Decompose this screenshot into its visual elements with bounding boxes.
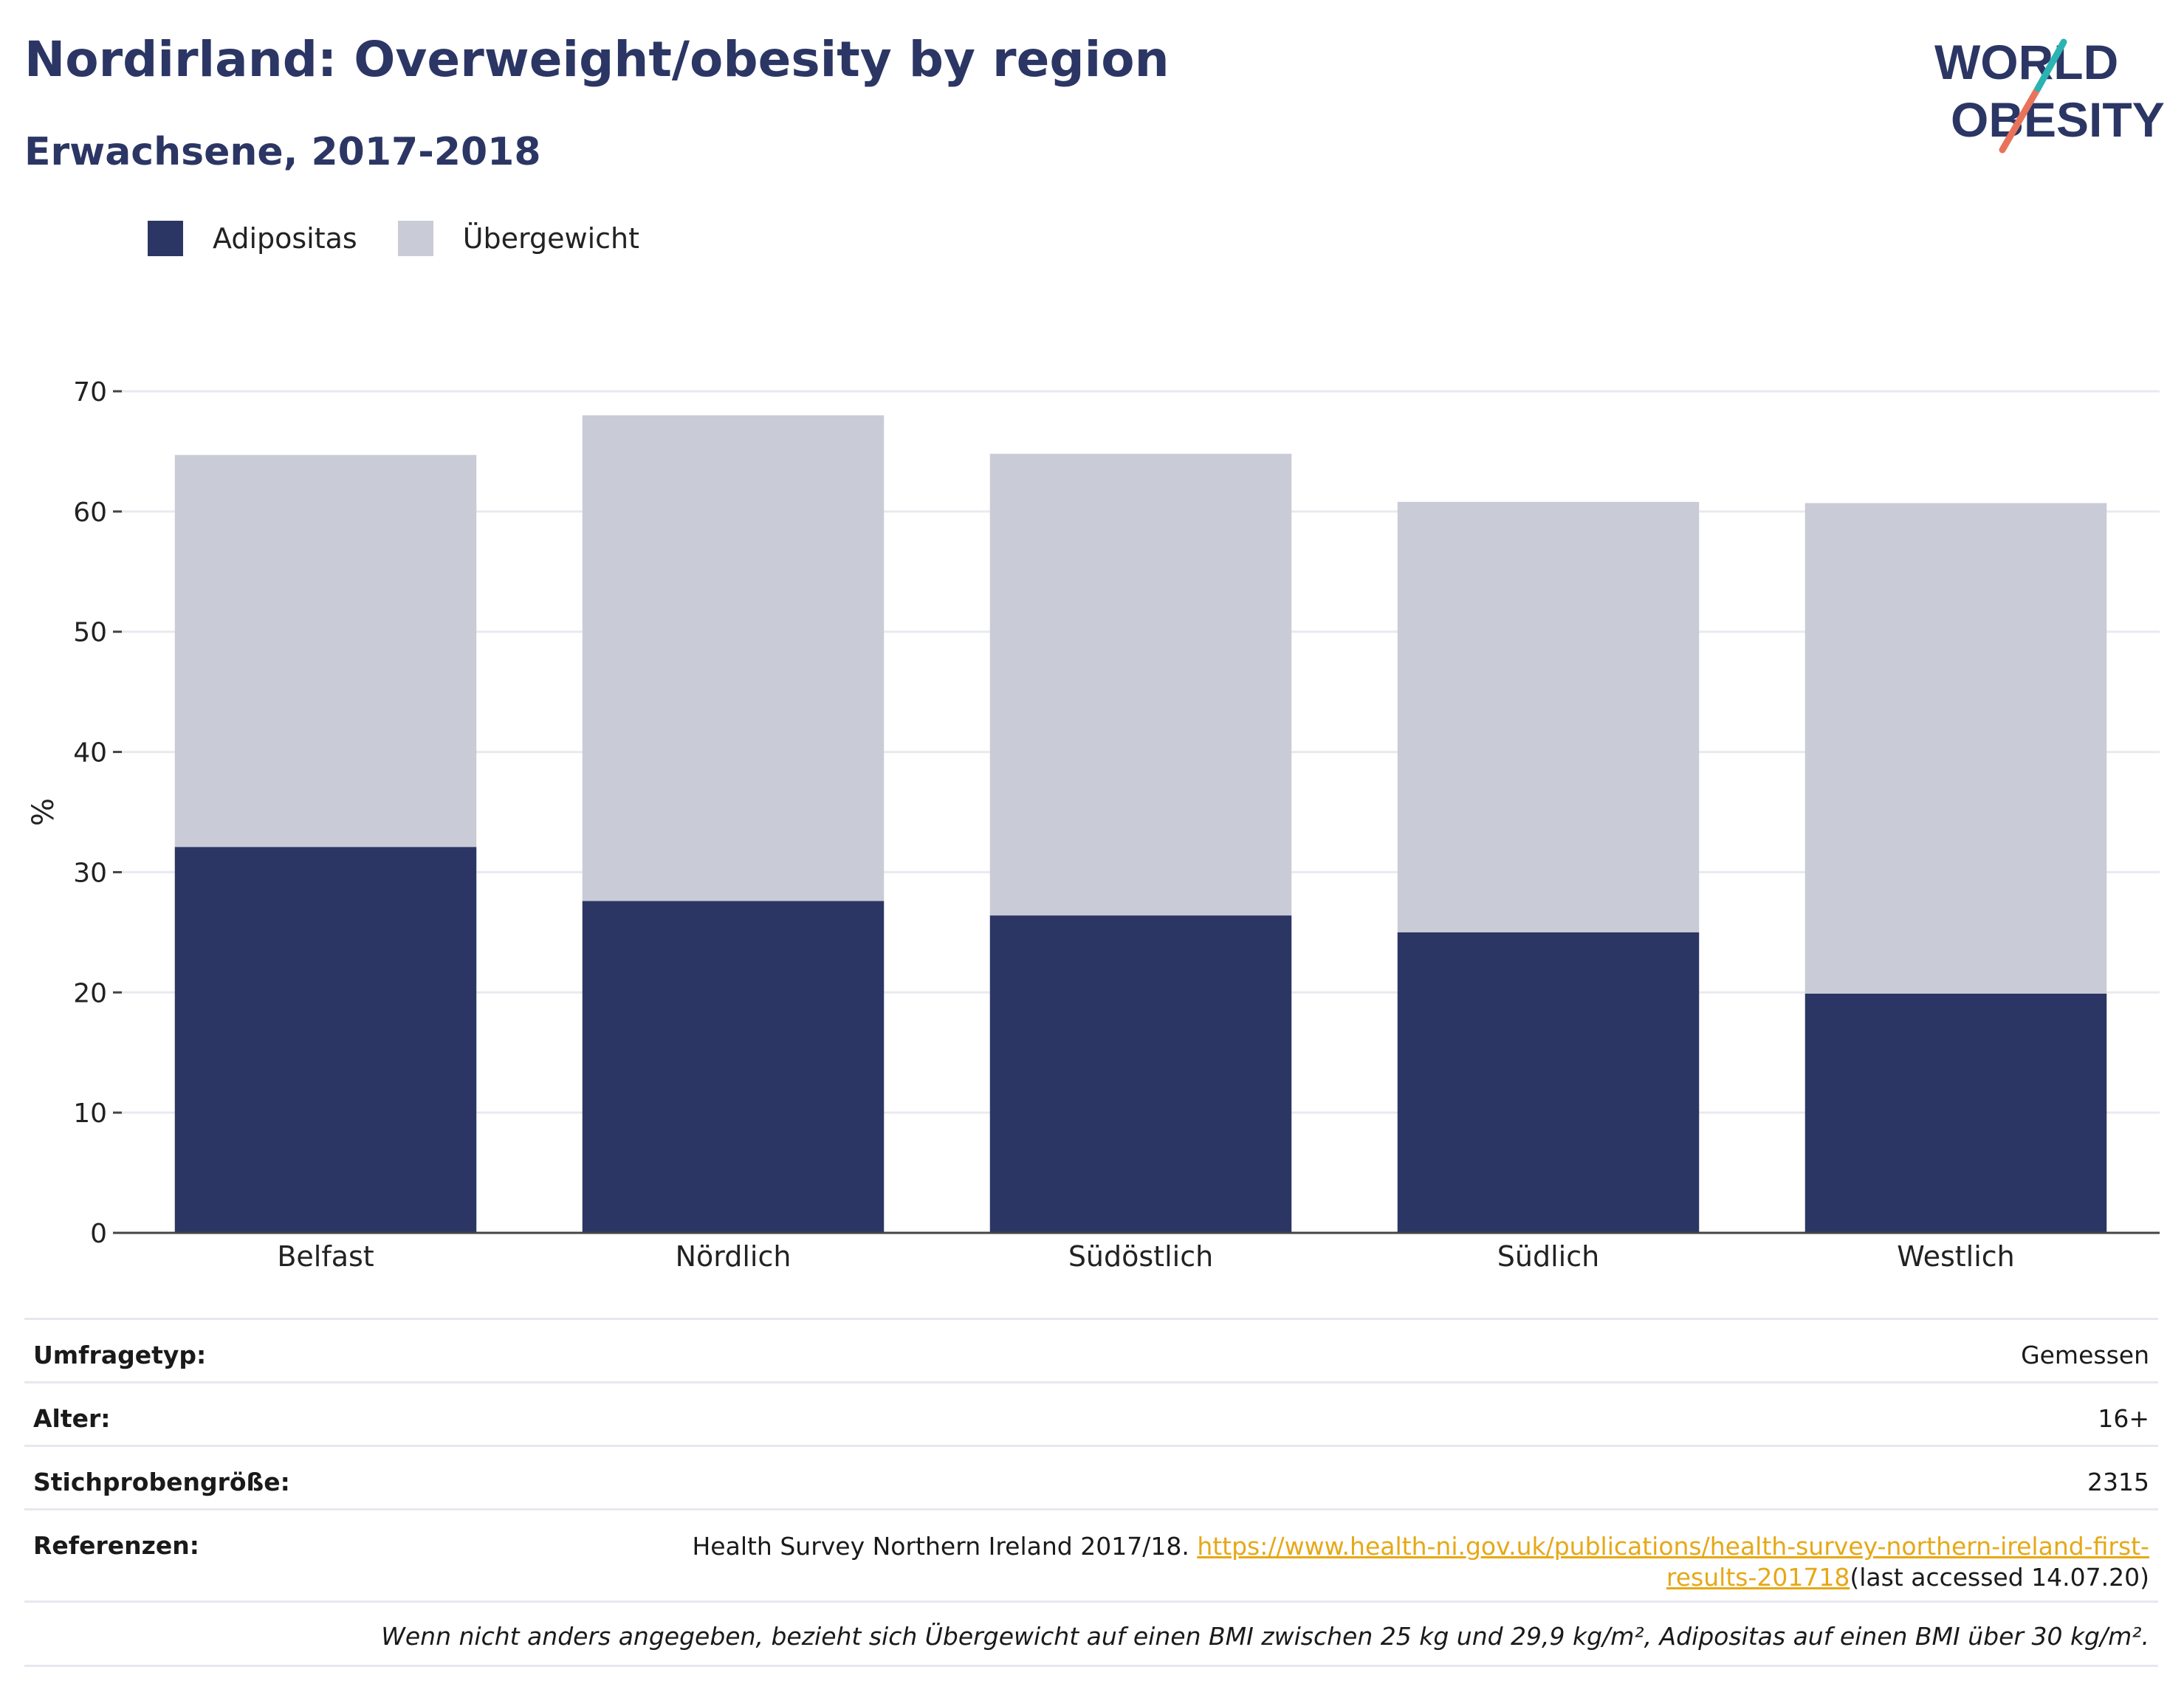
y-tick-label: 30 xyxy=(73,858,107,888)
bar-obesity xyxy=(1804,993,2107,1233)
legend-item-overweight: Übergewicht xyxy=(397,221,639,256)
x-tick-label: Südlich xyxy=(1497,1240,1599,1270)
y-tick-label: 40 xyxy=(73,738,107,769)
bar-obesity xyxy=(174,847,477,1233)
bar-obesity xyxy=(989,915,1292,1233)
age-label: Alter: xyxy=(33,1404,111,1433)
stacked-bar-chart: 0 10 20 30 40 50 60 70 Belfast Nördlich Südöstlich… xyxy=(27,377,2160,1270)
bar-obesity xyxy=(1397,932,1700,1233)
bar-overweight xyxy=(1804,503,2107,994)
survey-type-label: Umfragetyp: xyxy=(33,1341,207,1369)
y-tick-label: 70 xyxy=(73,377,107,408)
references-text: Health Survey Northern Ireland 2017/18. xyxy=(692,1532,1189,1561)
y-tick-label: 20 xyxy=(73,978,107,1008)
bar-obesity xyxy=(582,901,885,1233)
legend-item-obesity: Adipositas xyxy=(148,221,357,256)
info-row-age: Alter: 16+ xyxy=(24,1381,2158,1445)
references-label: Referenzen: xyxy=(33,1531,199,1560)
survey-type-value: Gemessen xyxy=(2021,1341,2149,1369)
references-suffix: (last accessed 14.07.20) xyxy=(1850,1563,2149,1592)
chart-legend: Adipositas Übergewicht xyxy=(148,218,680,259)
bar-overweight xyxy=(582,415,885,901)
y-axis-label: % xyxy=(27,798,61,826)
bar-overweight xyxy=(174,455,477,848)
bmi-definition-note: Wenn nicht anders angegeben, bezieht sic… xyxy=(24,1601,2158,1667)
world-obesity-logo: WORLD OBESITY xyxy=(1934,35,2165,154)
survey-info-table: Umfragetyp: Gemessen Alter: 16+ Stichpro… xyxy=(24,1318,2158,1667)
info-row-sample-size: Stichprobengröße: 2315 xyxy=(24,1445,2158,1508)
y-tick-label: 0 xyxy=(90,1219,107,1249)
legend-label-overweight: Übergewicht xyxy=(462,222,639,255)
slash-mark-icon xyxy=(1999,38,2067,154)
chart-subtitle: Erwachsene, 2017-2018 xyxy=(24,130,541,174)
y-tick-label: 10 xyxy=(73,1099,107,1129)
logo-line1: WORLD xyxy=(1934,35,2118,89)
logo-line2: OBESITY xyxy=(1951,92,2165,147)
chart-title: Nordirland: Overweight/obesity by region xyxy=(24,31,1170,88)
x-tick-label: Westlich xyxy=(1897,1240,2015,1270)
x-tick-label: Belfast xyxy=(277,1240,374,1270)
info-row-references: Referenzen: Health Survey Northern Irela… xyxy=(24,1508,2158,1601)
y-tick-label: 60 xyxy=(73,498,107,528)
x-tick-label: Südöstlich xyxy=(1068,1240,1213,1270)
legend-swatch-obesity xyxy=(148,221,183,256)
info-row-survey-type: Umfragetyp: Gemessen xyxy=(24,1318,2158,1381)
legend-label-obesity: Adipositas xyxy=(213,222,357,255)
bar-overweight xyxy=(1397,501,1700,932)
y-tick-label: 50 xyxy=(73,618,107,648)
x-tick-label: Nördlich xyxy=(676,1240,791,1270)
age-value: 16+ xyxy=(2098,1404,2149,1433)
sample-size-value: 2315 xyxy=(2087,1468,2149,1496)
legend-swatch-overweight xyxy=(397,221,433,256)
references-value: Health Survey Northern Ireland 2017/18. … xyxy=(673,1531,2149,1593)
bar-overweight xyxy=(989,453,1292,916)
references-link[interactable]: https://www.health-ni.gov.uk/publication… xyxy=(1197,1532,2149,1592)
sample-size-label: Stichprobengröße: xyxy=(33,1468,290,1496)
